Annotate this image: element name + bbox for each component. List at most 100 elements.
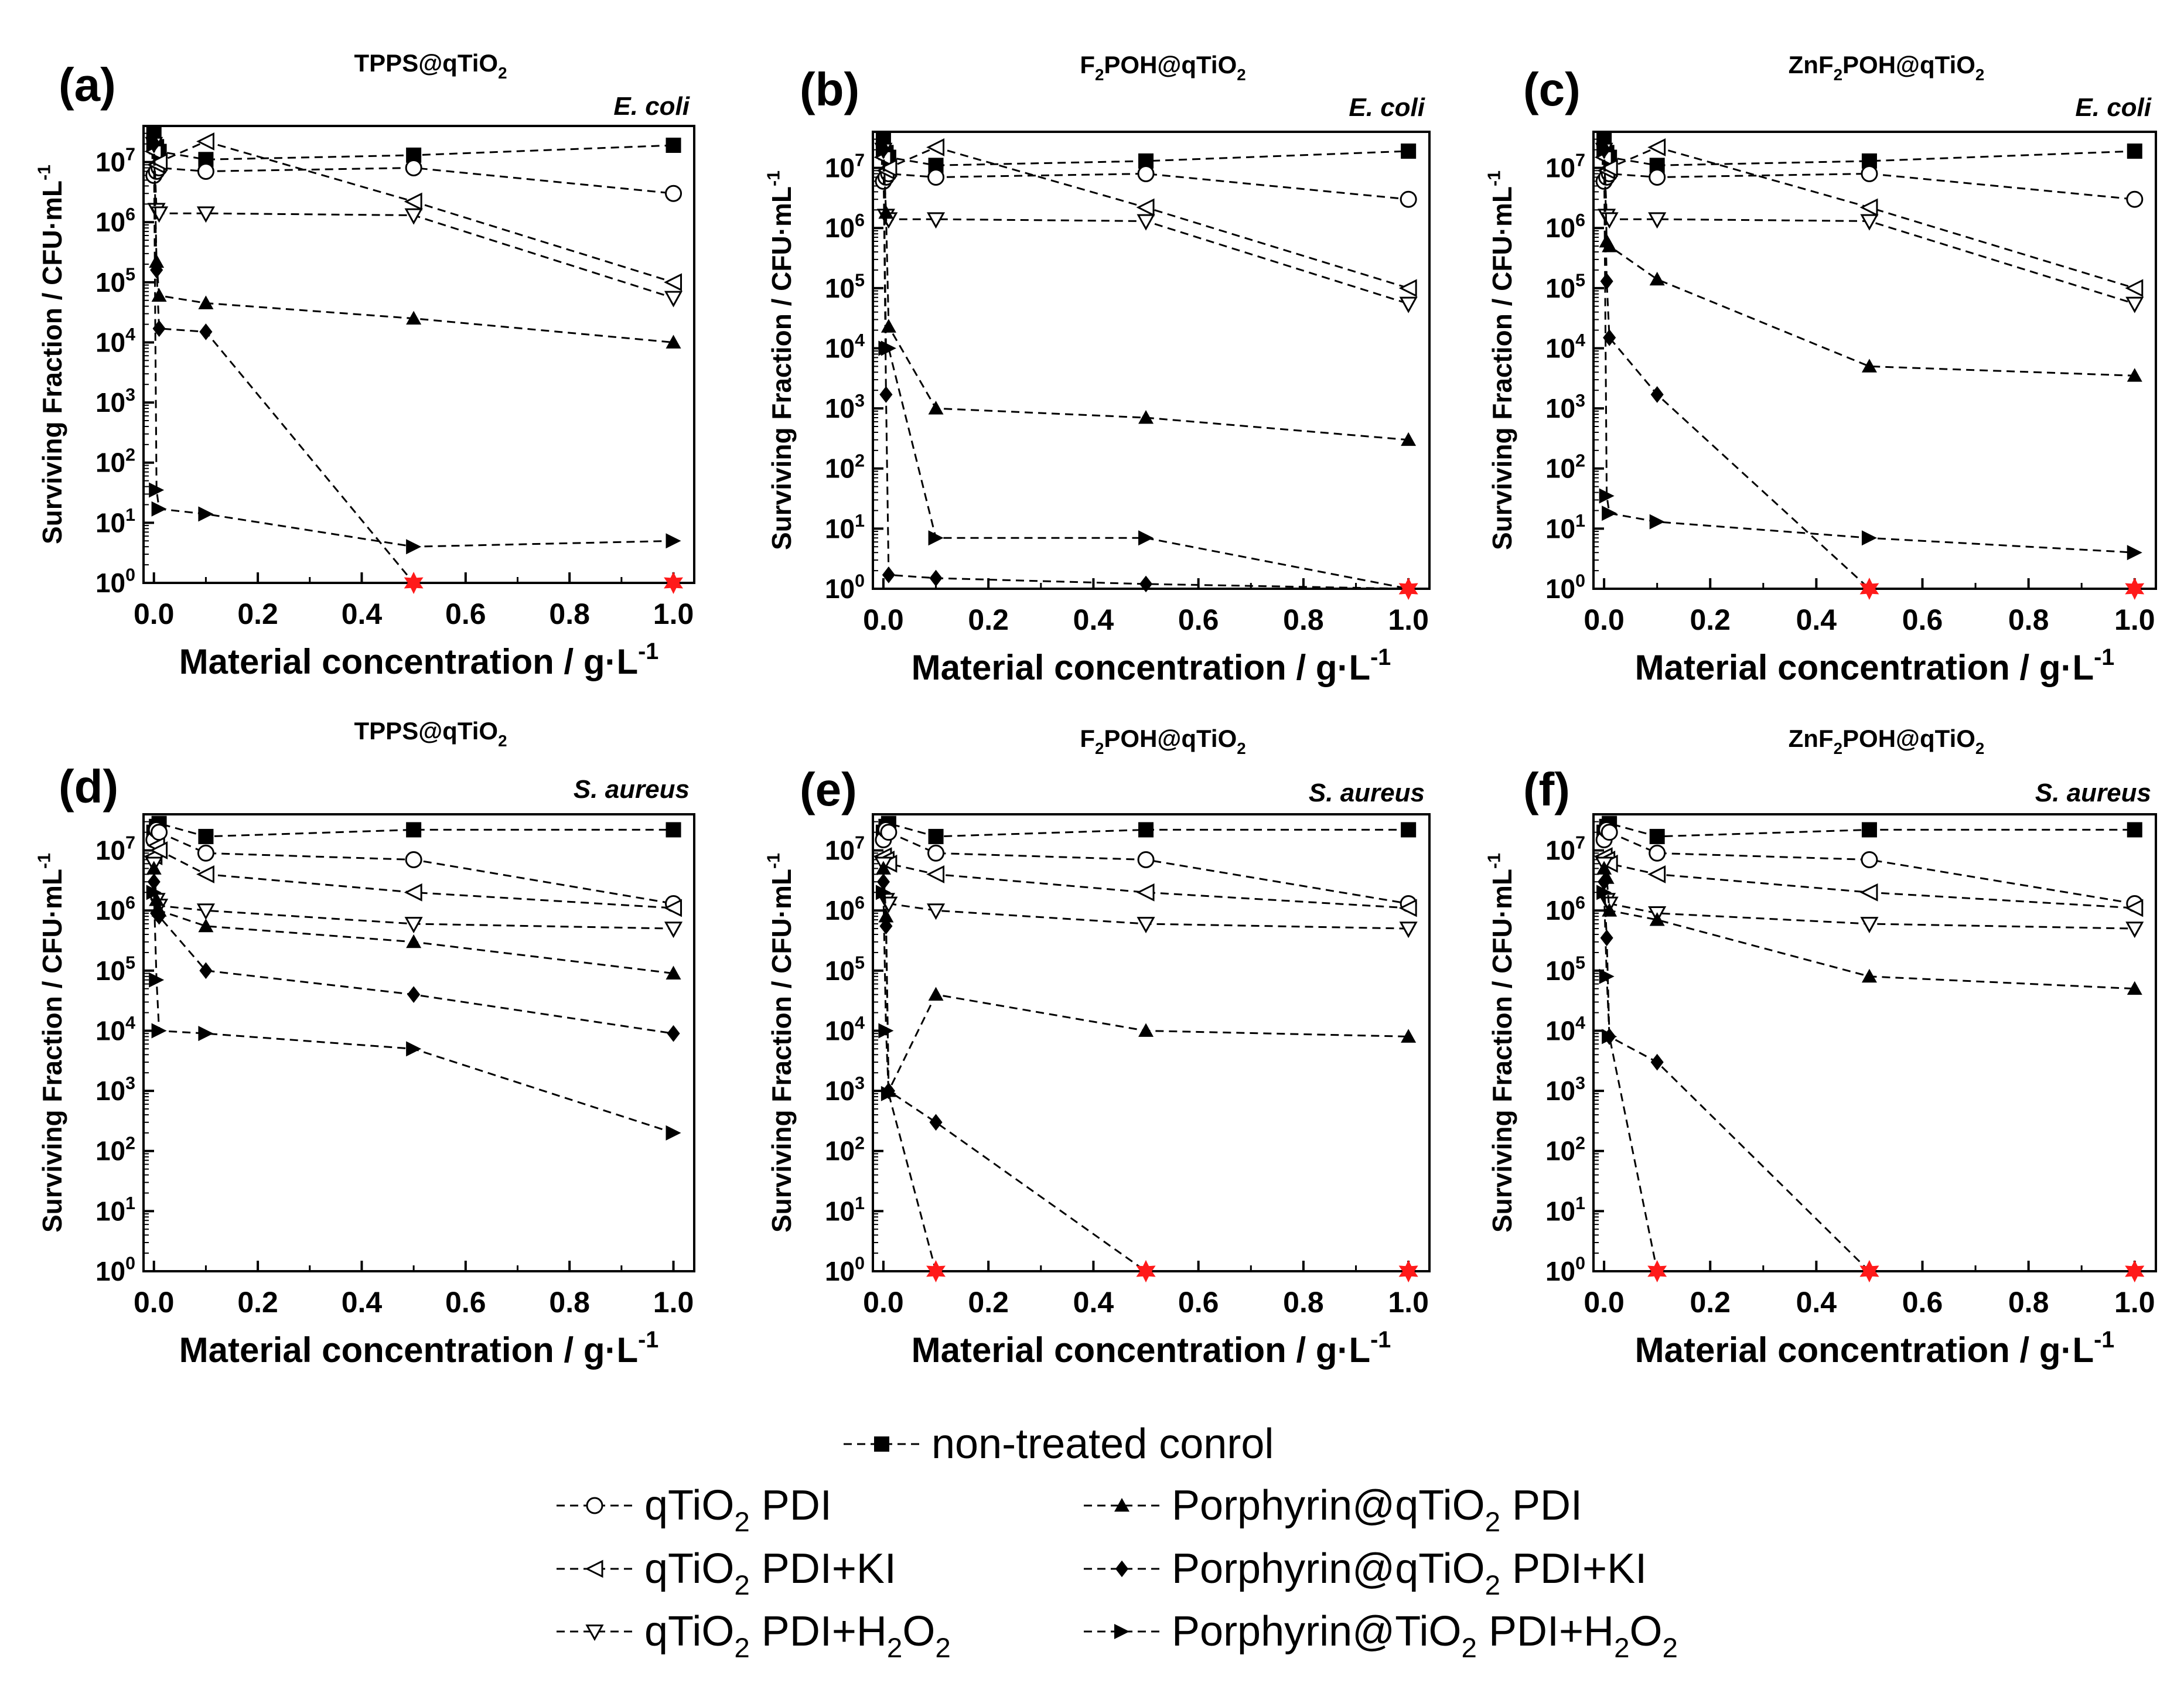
zero-survival-star <box>1136 1260 1156 1282</box>
x-tick-label: 0.2 <box>237 1286 278 1319</box>
text-run: 10 <box>1545 955 1575 986</box>
text-run: 10 <box>825 1076 855 1106</box>
data-point <box>149 254 165 268</box>
text-run: -1 <box>765 170 784 186</box>
data-point <box>1137 165 1155 183</box>
y-tick-label: 107 <box>95 833 135 865</box>
series-line <box>153 843 674 909</box>
data-point <box>667 1025 680 1042</box>
panel-label: (c) <box>1523 63 1581 115</box>
data-point <box>146 861 162 875</box>
text-run: 10 <box>95 147 125 178</box>
series-qTiO2_PDI <box>1595 821 2144 913</box>
series-control <box>875 815 1417 844</box>
y-tick-label: 101 <box>825 511 865 544</box>
data-point <box>150 261 163 279</box>
text-run: 2 <box>1485 1507 1500 1538</box>
text-run: 1 <box>125 1194 135 1213</box>
text-run: -1 <box>1370 644 1391 670</box>
data-point <box>2126 190 2144 208</box>
text-run: 10 <box>825 333 855 363</box>
text-run: 10 <box>95 387 125 418</box>
series-line <box>153 882 674 1035</box>
data-point <box>881 1086 896 1101</box>
data-point <box>151 288 167 302</box>
data-point <box>406 539 422 555</box>
text-run: PDI+KI <box>1500 1545 1647 1592</box>
text-run: 2 <box>1614 1633 1629 1664</box>
y-tick-label: 103 <box>95 1074 135 1106</box>
text-run: POH@qTiO <box>1104 725 1237 752</box>
text-run: 10 <box>95 1196 125 1226</box>
series-line <box>1603 882 2135 1272</box>
data-point <box>149 892 165 906</box>
y-tick-label: 104 <box>1545 1013 1585 1046</box>
text-run: 10 <box>95 568 125 598</box>
text-run: ZnF <box>1789 725 1834 752</box>
data-point <box>882 566 895 583</box>
y-tick-label: 100 <box>1545 1254 1585 1286</box>
data-point <box>2127 981 2142 995</box>
x-tick-label: 0.0 <box>863 603 904 636</box>
data-point <box>926 138 945 156</box>
text-run: 10 <box>825 453 855 484</box>
series-line <box>882 149 1409 590</box>
text-run: -1 <box>638 1327 658 1353</box>
series-Por_PDI_H2O2 <box>875 885 1418 1282</box>
data-point <box>1137 214 1155 231</box>
legend-label: non-treated conrol <box>931 1421 1274 1467</box>
legend-marker <box>1114 1624 1129 1639</box>
x-axis-label: Material concentration / g·L-1 <box>1635 1327 2115 1370</box>
text-run: TPPS@qTiO <box>354 49 499 77</box>
y-tick-label: 102 <box>825 451 865 483</box>
legend-entry-control: non-treated conrol <box>844 1421 1274 1467</box>
data-point <box>196 206 215 223</box>
series-line <box>153 133 674 161</box>
text-run: 10 <box>825 1196 855 1226</box>
legend-entry-Por_PDI_H2O2: Porphyrin@TiO2 PDI+H2O2 <box>1084 1608 1678 1664</box>
data-point <box>151 501 167 517</box>
data-point <box>1401 432 1417 446</box>
data-point <box>198 918 214 933</box>
y-tick-label: 103 <box>825 1074 865 1106</box>
text-run: 5 <box>855 954 865 973</box>
data-point <box>666 822 681 838</box>
y-tick-label: 106 <box>825 893 865 926</box>
legend-label: Porphyrin@qTiO2 PDI+KI <box>1172 1545 1647 1601</box>
y-tick-label: 105 <box>95 954 135 986</box>
text-run: 7 <box>125 145 135 164</box>
data-point <box>1859 198 1878 217</box>
text-run: 4 <box>855 331 865 350</box>
text-run: POH@qTiO <box>1842 51 1975 79</box>
data-point <box>879 159 898 178</box>
zero-survival-star <box>2125 578 2145 600</box>
text-run: 10 <box>1545 1076 1575 1106</box>
text-run: 2 <box>1237 739 1245 757</box>
x-tick-label: 0.4 <box>342 598 383 630</box>
text-run: 10 <box>825 574 855 604</box>
x-tick-label: 0.2 <box>968 603 1009 636</box>
data-point <box>1649 271 1665 286</box>
text-run: 2 <box>935 1633 950 1664</box>
legend-label: Porphyrin@TiO2 PDI+H2O2 <box>1172 1608 1678 1664</box>
data-point <box>406 1041 422 1057</box>
text-run: 1 <box>1575 1194 1585 1213</box>
text-run: Material concentration / g·L <box>179 1330 638 1370</box>
text-run: 2 <box>1095 66 1104 84</box>
y-tick-label: 107 <box>825 833 865 865</box>
data-point <box>149 972 165 988</box>
data-point <box>407 986 421 1003</box>
text-run: 10 <box>1545 1256 1575 1286</box>
text-run: Porphyrin@qTiO <box>1172 1545 1485 1592</box>
data-point <box>928 401 944 415</box>
zero-survival-star <box>1398 1260 1418 1282</box>
text-run: 2 <box>1834 739 1842 757</box>
series-line <box>1603 149 2135 590</box>
series-line <box>153 144 674 299</box>
legend-marker <box>874 1436 889 1452</box>
text-run: -1 <box>1485 853 1504 869</box>
text-run: 2 <box>1575 451 1585 470</box>
data-point <box>1650 386 1664 403</box>
y-tick-label: 101 <box>1545 511 1585 544</box>
data-point <box>1596 885 1612 900</box>
